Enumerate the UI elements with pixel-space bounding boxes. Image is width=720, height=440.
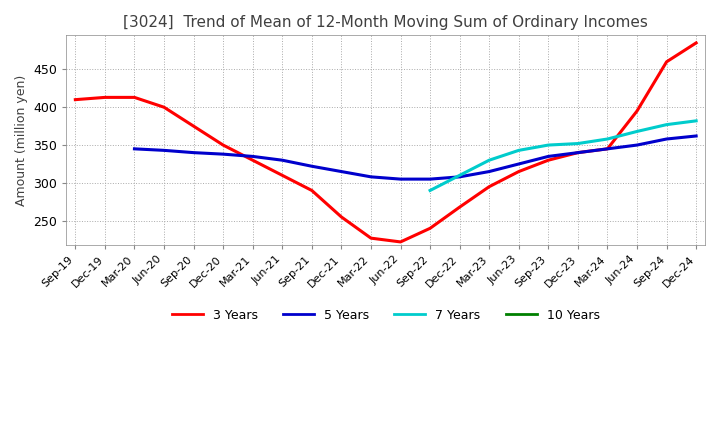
Y-axis label: Amount (million yen): Amount (million yen) <box>15 74 28 206</box>
Legend: 3 Years, 5 Years, 7 Years, 10 Years: 3 Years, 5 Years, 7 Years, 10 Years <box>166 304 605 327</box>
Title: [3024]  Trend of Mean of 12-Month Moving Sum of Ordinary Incomes: [3024] Trend of Mean of 12-Month Moving … <box>123 15 648 30</box>
